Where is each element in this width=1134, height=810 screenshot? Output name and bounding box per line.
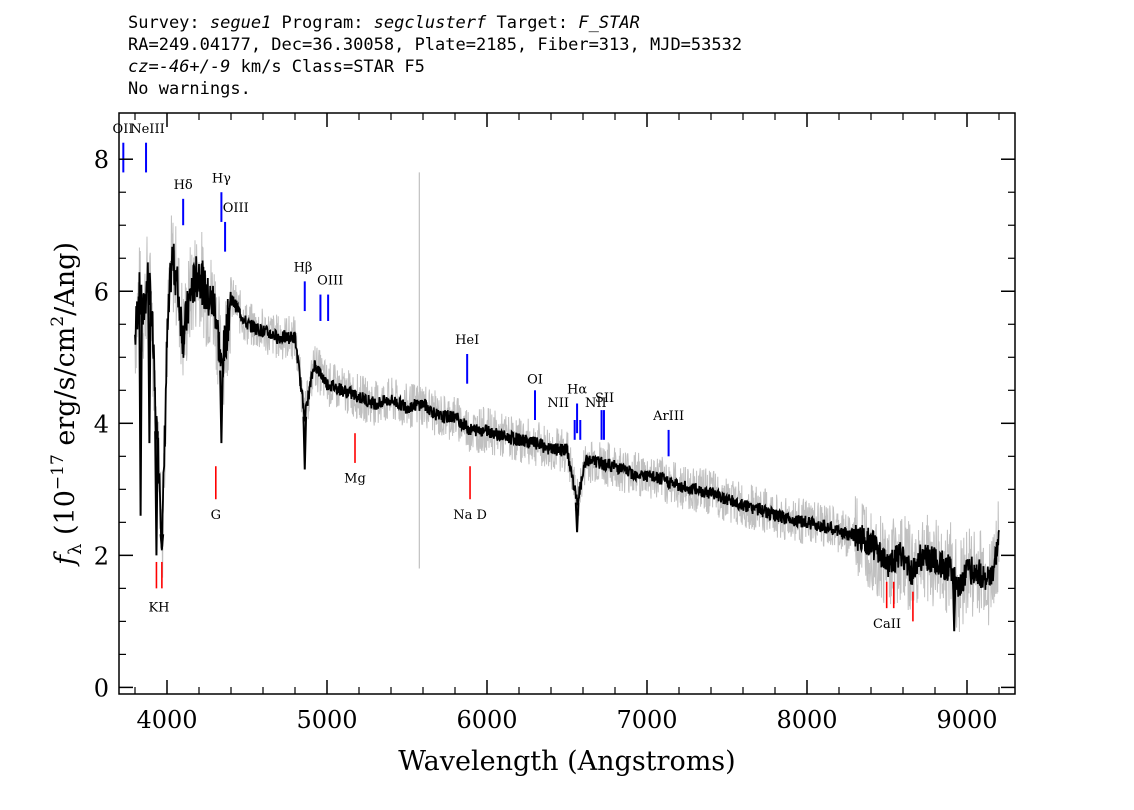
- x-tick-label: 9000: [936, 706, 997, 734]
- emission-line-label: NII: [547, 396, 569, 411]
- emission-line-label: HeI: [455, 333, 479, 348]
- y-tick-label: 0: [94, 674, 109, 702]
- y-axis-title-part: −17: [48, 454, 68, 490]
- flux-line: [134, 243, 1000, 597]
- y-tick-label: 8: [94, 146, 109, 174]
- emission-line-label: OIII: [223, 201, 249, 216]
- absorption-line-label: Na D: [453, 508, 487, 523]
- y-tick-label: 6: [94, 278, 109, 306]
- flux-spike: [154, 431, 159, 556]
- x-tick-label: 7000: [616, 706, 677, 734]
- survey-label: Survey:: [128, 13, 210, 33]
- y-axis-title-part: λ: [65, 544, 86, 555]
- cz-rest: km/s Class=STAR F5: [230, 57, 425, 77]
- flux-spike: [159, 534, 165, 549]
- x-tick-label: 6000: [456, 706, 517, 734]
- x-axis-title: Wavelength (Angstroms): [398, 746, 735, 777]
- emission-line-label: Hγ: [212, 171, 231, 186]
- program-label: Program:: [271, 13, 374, 33]
- flux-spike: [951, 576, 957, 632]
- plot-frame: [118, 112, 1016, 695]
- absorption-line-label: CaII: [873, 617, 901, 632]
- target-label: Target:: [486, 13, 579, 33]
- emission-line-label: OI: [527, 373, 543, 388]
- target-value: F_STAR: [578, 13, 640, 33]
- spectrum-header: Survey: segue1 Program: segclusterf Targ…: [128, 12, 742, 100]
- emission-line-label: OII: [113, 122, 134, 137]
- x-tick-label: 8000: [776, 706, 837, 734]
- y-axis-title-part: (10: [50, 490, 81, 543]
- survey-value: segue1: [209, 13, 272, 33]
- header-line-redshift: cz=-46+/-9 km/s Class=STAR F5: [128, 56, 742, 78]
- absorption-line-label: G: [211, 508, 221, 523]
- emission-line-label: SII: [595, 391, 614, 406]
- y-axis-title-part: 2: [48, 316, 68, 327]
- absorption-line-label: KH: [148, 600, 169, 615]
- flux-spike: [219, 370, 224, 444]
- emission-line-label: ArIII: [652, 409, 684, 424]
- x-tick-label: 4000: [136, 706, 197, 734]
- emission-line-label: Hδ: [174, 178, 193, 193]
- absorption-line-label: Mg: [344, 472, 366, 487]
- y-axis-title: fλ (10−17 erg/s/cm2/Ang): [48, 242, 86, 567]
- flux-spike: [302, 416, 308, 470]
- y-tick-label: 2: [94, 542, 109, 570]
- program-value: segclusterf: [373, 13, 487, 33]
- error-band: [134, 215, 1000, 633]
- header-line-survey: Survey: segue1 Program: segclusterf Targ…: [128, 12, 742, 34]
- flux-spike: [138, 301, 143, 516]
- y-tick-label: 4: [94, 410, 109, 438]
- y-axis-title-part: erg/s/cm: [50, 327, 81, 455]
- header-line-coordinates: RA=249.04177, Dec=36.30058, Plate=2185, …: [128, 35, 743, 55]
- emission-line-label: Hα: [567, 383, 587, 398]
- emission-line-label: NeIII: [130, 122, 164, 137]
- emission-line-label: Hβ: [294, 260, 313, 275]
- header-line-warnings: No warnings.: [128, 79, 251, 99]
- y-axis-title-part: /Ang): [50, 242, 81, 316]
- cz-value: -46+/-9: [158, 57, 231, 77]
- flux-spike: [574, 502, 580, 533]
- emission-line-label: OIII: [317, 274, 343, 289]
- emission-line-label: NII: [585, 396, 607, 411]
- x-tick-label: 5000: [296, 706, 357, 734]
- cz-label: cz=: [128, 57, 159, 77]
